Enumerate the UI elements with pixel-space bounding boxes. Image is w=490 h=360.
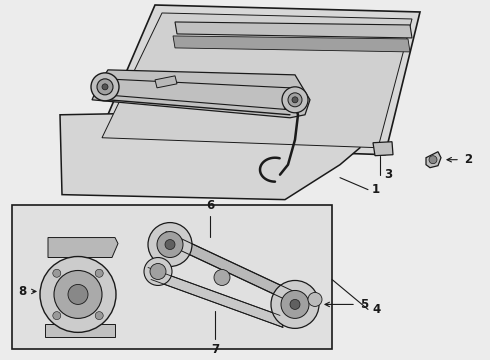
Circle shape [40, 257, 116, 332]
Circle shape [68, 284, 88, 305]
Text: 7: 7 [211, 343, 219, 356]
Text: 2: 2 [464, 153, 472, 166]
Text: 6: 6 [206, 199, 214, 212]
Circle shape [148, 222, 192, 266]
Polygon shape [155, 76, 177, 88]
Circle shape [290, 300, 300, 309]
Circle shape [271, 280, 319, 328]
Circle shape [91, 73, 119, 101]
Polygon shape [48, 238, 118, 257]
Circle shape [281, 291, 309, 318]
Circle shape [165, 239, 175, 249]
Circle shape [288, 93, 302, 107]
Circle shape [214, 270, 230, 285]
Circle shape [95, 312, 103, 320]
Circle shape [144, 257, 172, 285]
Polygon shape [92, 70, 310, 118]
Polygon shape [166, 231, 298, 305]
Circle shape [308, 292, 322, 306]
Polygon shape [95, 5, 420, 155]
Polygon shape [148, 267, 283, 327]
Polygon shape [175, 22, 412, 38]
Text: 3: 3 [384, 168, 392, 181]
Bar [12, 204, 332, 349]
Circle shape [97, 79, 113, 95]
Circle shape [150, 264, 166, 279]
Circle shape [157, 231, 183, 257]
Circle shape [95, 269, 103, 277]
Circle shape [282, 87, 308, 113]
Text: 4: 4 [372, 303, 380, 316]
Polygon shape [95, 72, 300, 110]
Circle shape [53, 312, 61, 320]
Polygon shape [45, 324, 115, 337]
Polygon shape [60, 110, 360, 200]
Text: 5: 5 [360, 298, 368, 311]
Polygon shape [173, 36, 410, 52]
Text: 1: 1 [372, 183, 380, 196]
Circle shape [429, 156, 437, 164]
Circle shape [292, 97, 298, 103]
Polygon shape [426, 152, 441, 168]
Polygon shape [102, 13, 412, 148]
Circle shape [102, 84, 108, 90]
Circle shape [53, 269, 61, 277]
Text: 8: 8 [18, 285, 26, 298]
Polygon shape [373, 142, 393, 156]
Circle shape [54, 270, 102, 318]
